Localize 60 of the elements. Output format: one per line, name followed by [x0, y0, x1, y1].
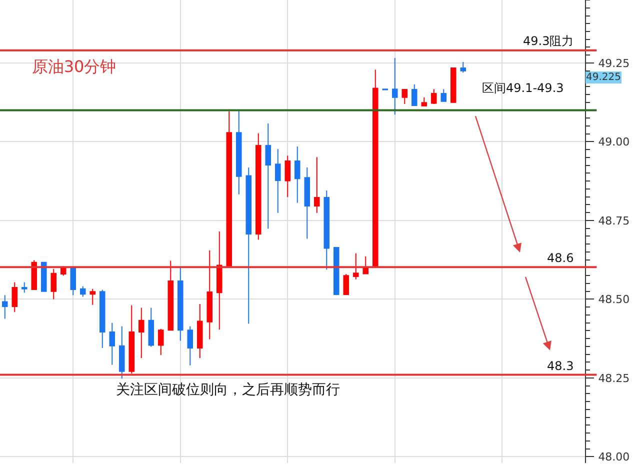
y-tick-label: 48.25 [598, 372, 630, 385]
candlestick [60, 266, 66, 276]
candlestick [246, 167, 252, 324]
candlestick [50, 268, 57, 300]
candlestick [99, 289, 106, 349]
candlestick [109, 322, 116, 366]
candlestick [40, 262, 47, 292]
y-tick-label: 48.00 [598, 450, 630, 464]
ref-line-label: 48.3 [547, 359, 574, 373]
candlestick [392, 57, 398, 116]
candlestick [168, 260, 174, 331]
candlestick [118, 326, 125, 380]
candlestick [12, 282, 18, 313]
candlestick [294, 146, 300, 204]
y-tick-label: 49.25 [598, 56, 630, 70]
candlestick [343, 274, 350, 296]
candlestick [284, 155, 291, 198]
candlestick [450, 68, 456, 104]
text: 49.225 [586, 72, 621, 83]
annotation: 区间49.1-49.3 [482, 81, 564, 95]
candlestick [70, 268, 76, 296]
candlestick [90, 288, 96, 306]
candlestick [80, 286, 86, 298]
candlestick [236, 110, 242, 195]
candlestick [196, 303, 203, 359]
candlestick [440, 88, 447, 102]
candlestick [421, 96, 428, 106]
candlestick [402, 88, 408, 104]
ref-line-label: 49.3阻力 [523, 34, 574, 48]
candlestick [430, 88, 437, 104]
candlestick [31, 260, 38, 290]
y-tick-label: 48.75 [598, 214, 630, 228]
candlestick [138, 307, 144, 359]
candlestick [206, 250, 213, 340]
annotation: 关注区间破位则向，之后再顺势而行 [116, 382, 340, 398]
y-tick-label: 48.50 [598, 293, 630, 306]
candlestick [216, 231, 222, 330]
candlestick [411, 84, 418, 106]
candlestick [187, 326, 194, 366]
candlestick [460, 62, 466, 73]
candlestick [314, 156, 320, 214]
candlestick [333, 247, 340, 296]
candlestick [128, 304, 135, 374]
candlestick [158, 328, 164, 356]
candlestick [372, 69, 378, 268]
candlestick [304, 167, 310, 240]
candlestick [324, 190, 330, 270]
candlestick [265, 122, 272, 230]
candlestick [255, 132, 262, 240]
candlestick [2, 294, 8, 320]
ref-line-label: 48.6 [547, 251, 574, 265]
candlestick [352, 252, 359, 280]
candlestick [362, 256, 369, 274]
candlestick [148, 307, 154, 348]
candlestick [274, 148, 281, 214]
candlestick [226, 110, 232, 266]
y-tick-label: 49.00 [598, 136, 630, 149]
candlestick [21, 282, 28, 294]
candlestick [177, 268, 184, 342]
text: 原油30分钟 [32, 56, 116, 76]
